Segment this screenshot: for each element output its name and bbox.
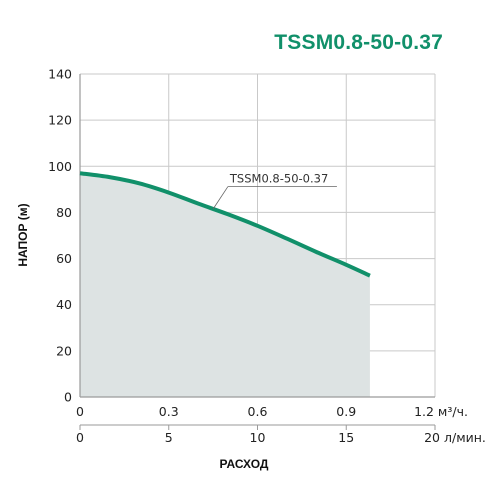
series-label: TSSM0.8-50-0.37 bbox=[229, 172, 328, 186]
y-tick-label: 80 bbox=[56, 205, 72, 220]
secondary-x-tick-label: 10 bbox=[250, 430, 266, 445]
secondary-x-tick-label: 20 л/мин. bbox=[424, 430, 486, 445]
axes bbox=[79, 74, 436, 430]
x-tick-label: 0 bbox=[76, 404, 84, 419]
secondary-x-tick-label: 15 bbox=[338, 430, 354, 445]
curve-layer bbox=[79, 171, 371, 278]
series-area bbox=[80, 173, 370, 397]
chart-title: TSSM0.8-50-0.37 bbox=[274, 31, 443, 54]
y-tick-label: 40 bbox=[56, 297, 72, 312]
series-label-leader bbox=[212, 186, 229, 210]
y-tick-label: 100 bbox=[48, 159, 72, 174]
y-tick-label: 20 bbox=[56, 343, 72, 358]
y-axis-title: НАПОР (м) bbox=[16, 203, 30, 266]
area-layer bbox=[80, 173, 370, 397]
x-tick-label: 0.9 bbox=[336, 404, 356, 419]
x-tick-label: 0.6 bbox=[248, 404, 268, 419]
secondary-x-tick-label: 5 bbox=[165, 430, 173, 445]
x-tick-label: 0.3 bbox=[159, 404, 179, 419]
y-tick-label: 120 bbox=[48, 113, 72, 128]
y-tick-label: 0 bbox=[64, 390, 72, 405]
x-tick-label: 1.2 м³/ч. bbox=[414, 404, 468, 419]
y-tick-label: 140 bbox=[48, 67, 72, 82]
y-tick-label: 60 bbox=[56, 251, 72, 266]
series-curve bbox=[79, 171, 371, 278]
x-axis-title: РАСХОД bbox=[220, 457, 269, 471]
secondary-x-tick-label: 0 bbox=[76, 430, 84, 445]
labels: 0 20 40 60 80 100 120 140 0 0.3 0.6 0.9 1.2 м³/ч. 0 5 1… bbox=[48, 67, 486, 446]
